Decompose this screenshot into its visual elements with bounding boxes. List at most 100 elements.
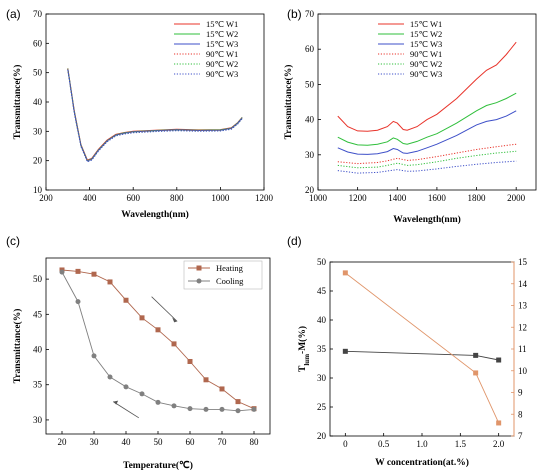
- data-point: [235, 399, 241, 405]
- data-point: [123, 384, 129, 390]
- x-tick-label: 80: [250, 437, 260, 447]
- x-tick-label: 1000: [309, 193, 328, 203]
- data-point: [155, 327, 161, 333]
- y-axis-title: Transmittance(%): [12, 309, 23, 384]
- x-tick-label: 50: [154, 437, 164, 447]
- panel-letter-b: (b): [287, 7, 302, 21]
- x-tick-label: 1000: [211, 193, 230, 203]
- y-tick-label: 70: [305, 9, 315, 19]
- legend-label: 15℃ W1: [410, 19, 442, 29]
- x-tick-label: 20: [58, 437, 68, 447]
- data-point: [75, 268, 81, 274]
- legend-label: Heating: [216, 263, 244, 273]
- y2-tick-label: 13: [518, 301, 528, 311]
- cooling-arrow-head: [113, 400, 119, 405]
- x-tick-label: 600: [126, 193, 140, 203]
- y-tick-label: 50: [33, 68, 43, 78]
- x-axis-title: W concentration(at.%): [375, 457, 469, 468]
- data-point: [59, 269, 65, 275]
- x-tick-label: 1400: [388, 193, 407, 203]
- data-point: [107, 374, 113, 380]
- x-tick-label: 60: [186, 437, 196, 447]
- y-axis-title-sub: lum: [303, 354, 311, 366]
- data-point: [203, 377, 209, 383]
- y2-tick-label: 7: [518, 431, 523, 441]
- series-line-a-3: [67, 69, 243, 162]
- y-axis-title: Transmittance(%): [12, 65, 23, 140]
- data-point: [342, 270, 348, 276]
- y-axis-title-main: T: [298, 365, 308, 372]
- series-line-d-1: [345, 272, 500, 424]
- x-tick-label: 2.0: [493, 439, 505, 449]
- series-line-b-0: [337, 41, 517, 132]
- legend-label: Cooling: [216, 276, 244, 286]
- x-tick-label: 30: [90, 437, 100, 447]
- y-tick-label: 45: [33, 309, 43, 319]
- data-point: [171, 341, 177, 347]
- heating-arrow-head: [172, 317, 178, 323]
- series-line-c-1: [61, 271, 255, 412]
- y-tick-label: 10: [33, 185, 43, 195]
- series-line-b-1: [337, 92, 517, 146]
- data-point: [75, 299, 81, 305]
- x-tick-label: 1600: [428, 193, 447, 203]
- data-point: [203, 406, 209, 412]
- y-tick-label: 60: [33, 38, 43, 48]
- y-tick-label: 60: [305, 44, 315, 54]
- legend-label: 15℃ W2: [410, 29, 442, 39]
- y-tick-label: 35: [33, 380, 43, 390]
- series-line-a-2: [67, 68, 243, 162]
- x-tick-label: 0: [343, 439, 348, 449]
- chart-panel-d: 0 0.5 1.0 1.5 2.0 20 25 30 35 40 45 50 W concentrati…: [297, 257, 528, 468]
- y-tick-label: 30: [33, 415, 43, 425]
- y-tick-label: 30: [317, 373, 327, 383]
- data-point: [107, 279, 113, 285]
- legend-label: 90℃ W3: [206, 69, 238, 79]
- y-tick-label: 70: [33, 9, 43, 19]
- x-axis-title: Wavelength(nm): [121, 209, 189, 220]
- y2-tick-label: 9: [518, 388, 523, 398]
- y2-tick-label: 14: [518, 279, 528, 289]
- data-point: [219, 386, 225, 392]
- legend-label: 15℃ W2: [206, 29, 238, 39]
- y-axis-title: Tlum-M(%): [297, 326, 311, 372]
- plot-frame-d: [329, 261, 515, 437]
- legend-label: 15℃ W3: [206, 39, 238, 49]
- y2-tick-label: 10: [518, 366, 528, 376]
- panel-letter-d: (d): [287, 234, 302, 248]
- y2-tick-label: 11: [518, 344, 527, 354]
- y-tick-label: 45: [317, 286, 327, 296]
- y-tick-label: 40: [317, 315, 327, 325]
- data-point: [91, 353, 97, 359]
- data-point: [342, 348, 348, 354]
- panel-letter-a: (a): [6, 7, 21, 21]
- series-line-a-5: [67, 69, 243, 163]
- legend-label: 15℃ W3: [410, 39, 442, 49]
- legend-label: 90℃ W1: [410, 49, 442, 59]
- x-tick-label: 0.5: [378, 439, 390, 449]
- legend-label: 90℃ W1: [206, 49, 238, 59]
- y-tick-label: 40: [33, 97, 43, 107]
- series-line-a-0: [67, 68, 243, 161]
- x-tick-label: 70: [218, 437, 228, 447]
- x-axis-title: Wavelength(nm): [393, 214, 461, 225]
- legend-label: 90℃ W2: [410, 59, 442, 69]
- chart-panel-a: 200 400 600 800 1000 1200 10 20 30 40 50 60 70 Wavele…: [12, 9, 274, 220]
- y2-tick-label: 12: [518, 322, 527, 332]
- data-point: [123, 297, 129, 303]
- data-point: [187, 358, 193, 364]
- chart-panel-c: 20 30 40 50 60 70 80 30 35 40 45 50 Temperature(℃) Tr…: [12, 257, 271, 471]
- data-point: [219, 406, 225, 412]
- x-tick-label: 1200: [255, 193, 274, 203]
- legend-label: 90℃ W3: [410, 69, 442, 79]
- cooling-arrow: [112, 401, 140, 419]
- x-axis-title: Temperature(℃): [123, 460, 193, 471]
- y-tick-label: 20: [305, 185, 315, 195]
- panel-letter-c: (c): [6, 234, 20, 248]
- x-tick-label: 40: [122, 437, 132, 447]
- x-tick-label: 1.5: [455, 439, 467, 449]
- data-point: [496, 357, 502, 363]
- series-line-b-5: [337, 160, 517, 174]
- y2-tick-label: 15: [518, 257, 528, 267]
